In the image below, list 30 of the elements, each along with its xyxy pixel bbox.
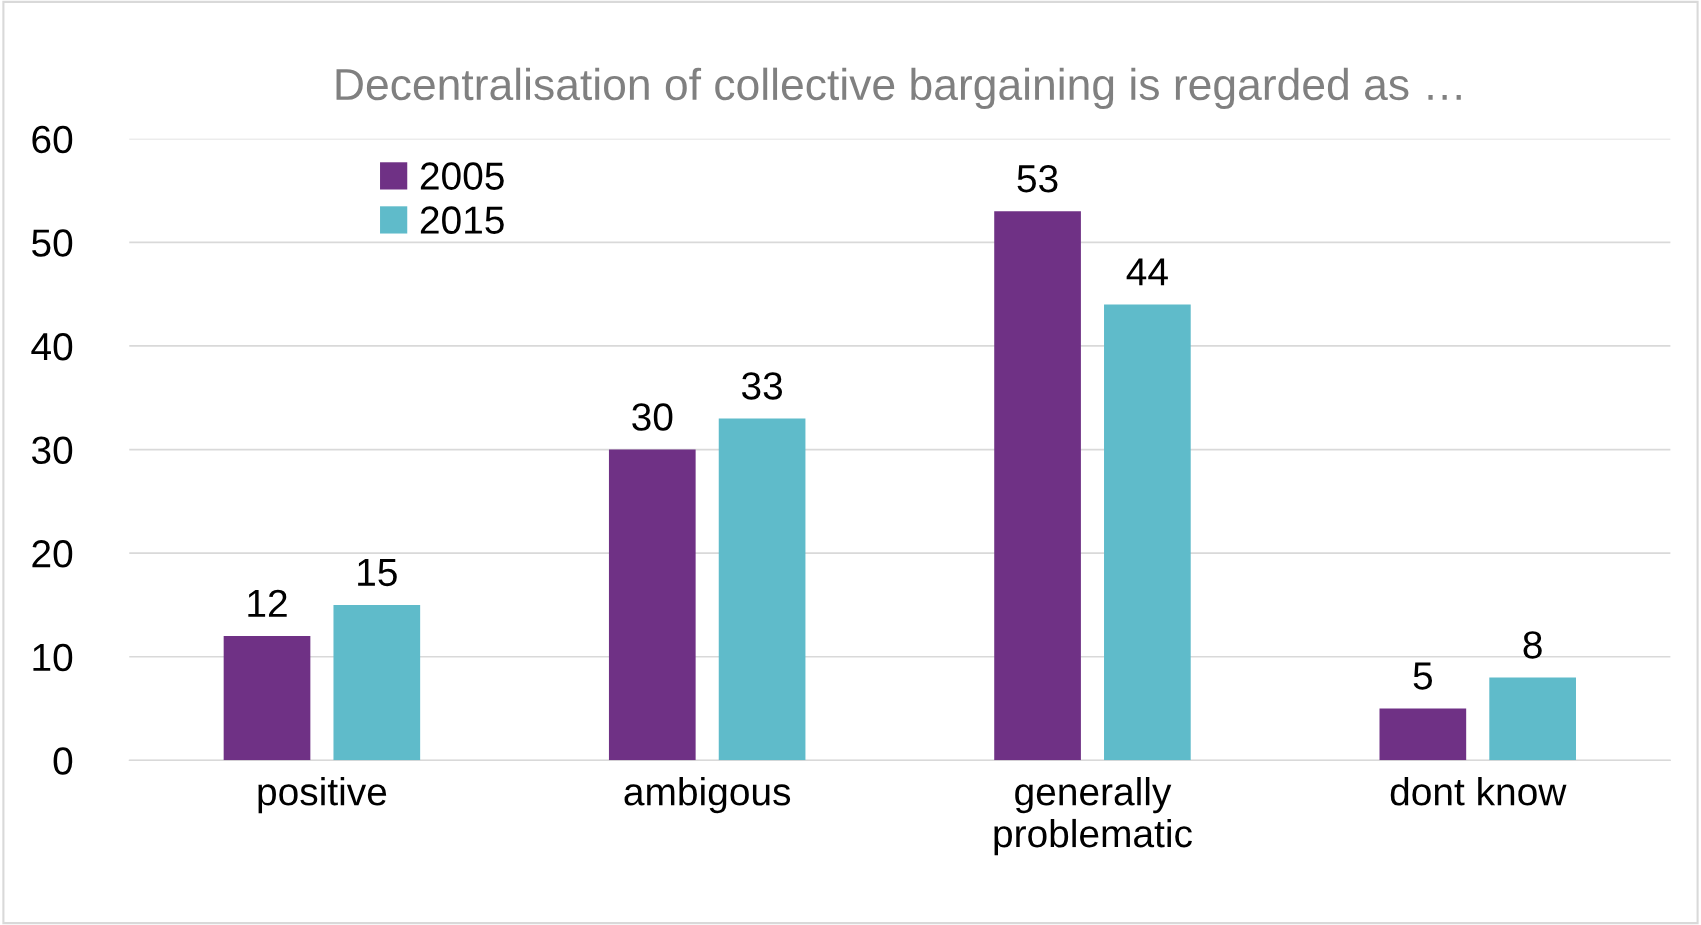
x-tick-label: ambigous xyxy=(624,777,791,814)
y-tick-label: 60 xyxy=(32,125,73,154)
bar xyxy=(223,636,311,761)
data-label: 8 xyxy=(1523,631,1542,659)
legend-label: 2005 xyxy=(420,162,504,190)
y-tick-label: 30 xyxy=(31,436,73,465)
data-label: 30 xyxy=(632,403,673,431)
bar xyxy=(718,418,806,761)
bar xyxy=(1379,708,1467,761)
data-label: 12 xyxy=(248,589,287,617)
bar xyxy=(333,604,421,761)
data-label: 53 xyxy=(1017,164,1058,193)
data-label: 5 xyxy=(1413,662,1433,690)
data-label: 15 xyxy=(358,559,397,587)
y-tick-label: 20 xyxy=(32,540,73,568)
x-tick-label: generally problematic xyxy=(994,777,1192,856)
chart-title: Decentralisation of collective bargaining is regarded as … xyxy=(336,67,1461,110)
bar xyxy=(1489,677,1576,761)
y-tick-label: 50 xyxy=(32,229,73,257)
data-label: 44 xyxy=(1126,258,1168,286)
x-tick-label: dont know xyxy=(1390,777,1567,806)
y-tick-label: 0 xyxy=(53,747,73,775)
data-label: 33 xyxy=(741,372,783,400)
y-tick-label: 10 xyxy=(33,643,73,672)
y-tick-label: 40 xyxy=(31,332,73,361)
x-tick-label: positive xyxy=(258,777,387,814)
bar xyxy=(994,211,1081,761)
bar xyxy=(608,449,696,761)
legend-label: 2015 xyxy=(420,206,504,234)
bar xyxy=(1104,304,1191,761)
